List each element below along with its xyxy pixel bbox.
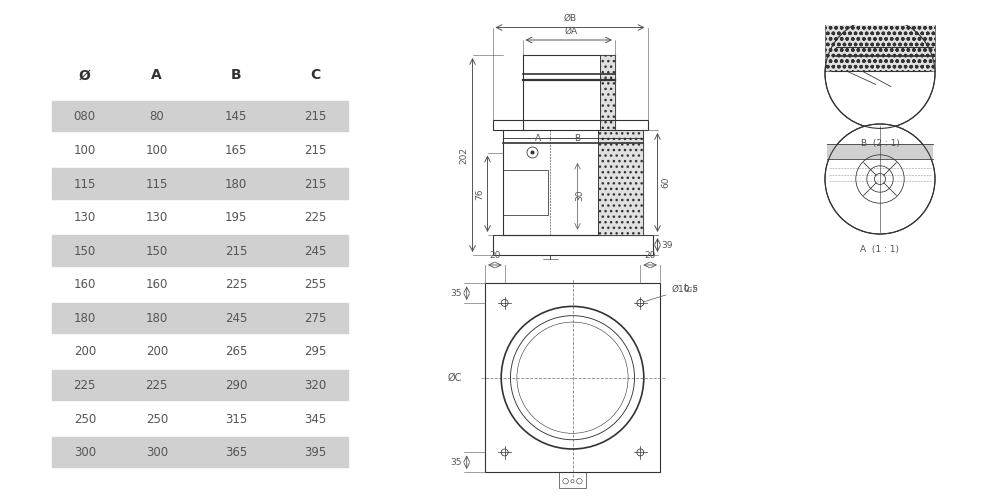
Circle shape <box>825 124 935 234</box>
Text: 115: 115 <box>146 178 168 190</box>
Bar <box>503 170 548 215</box>
Bar <box>559 472 586 488</box>
Text: 345: 345 <box>304 412 326 426</box>
Text: 245: 245 <box>225 312 247 325</box>
Text: 295: 295 <box>304 346 326 358</box>
Text: A: A <box>534 134 541 143</box>
Text: 160: 160 <box>146 278 168 291</box>
Bar <box>492 120 648 130</box>
Circle shape <box>825 18 935 128</box>
Text: 150: 150 <box>74 244 96 258</box>
Text: A  (1 : 1): A (1 : 1) <box>860 245 900 254</box>
Text: 200: 200 <box>74 346 96 358</box>
Text: 250: 250 <box>146 412 168 426</box>
Circle shape <box>530 150 534 154</box>
Text: 180: 180 <box>74 312 96 325</box>
Text: 250: 250 <box>74 412 96 426</box>
Text: 245: 245 <box>304 244 326 258</box>
Bar <box>598 130 642 235</box>
Text: 265: 265 <box>225 346 247 358</box>
Text: B: B <box>231 68 241 82</box>
Text: 20: 20 <box>644 252 656 260</box>
Bar <box>827 144 933 159</box>
Text: 215: 215 <box>304 178 326 190</box>
Text: 100: 100 <box>146 144 168 157</box>
Text: 080: 080 <box>74 110 96 124</box>
Bar <box>52 168 348 198</box>
Bar <box>492 235 652 255</box>
Text: 300: 300 <box>146 446 168 459</box>
Text: Ø: Ø <box>79 68 91 82</box>
Text: 215: 215 <box>225 244 247 258</box>
Text: 180: 180 <box>225 178 247 190</box>
Text: 35: 35 <box>451 288 462 298</box>
Text: 365: 365 <box>225 446 247 459</box>
Text: A: A <box>151 68 162 82</box>
Text: ØC: ØC <box>448 372 462 382</box>
Text: 35: 35 <box>451 458 462 466</box>
Text: 180: 180 <box>146 312 168 325</box>
Text: ØA: ØA <box>565 27 578 36</box>
Text: 115: 115 <box>74 178 96 190</box>
Text: 195: 195 <box>225 211 247 224</box>
Text: 315: 315 <box>225 412 247 426</box>
Text: 150: 150 <box>146 244 168 258</box>
Text: 300: 300 <box>74 446 96 459</box>
Text: 215: 215 <box>304 144 326 157</box>
Text: Ø10.5: Ø10.5 <box>643 284 699 302</box>
Text: 200: 200 <box>146 346 168 358</box>
Text: 165: 165 <box>225 144 247 157</box>
Bar <box>52 236 348 266</box>
Text: 39: 39 <box>661 240 673 250</box>
Text: B  (2 : 1): B (2 : 1) <box>861 140 899 148</box>
Text: 225: 225 <box>146 379 168 392</box>
Text: 320: 320 <box>304 379 326 392</box>
Text: 20: 20 <box>489 252 501 260</box>
Text: 215: 215 <box>304 110 326 124</box>
Bar <box>52 101 348 132</box>
Text: 60: 60 <box>661 177 670 188</box>
Bar <box>485 284 660 472</box>
Text: 225: 225 <box>225 278 247 291</box>
Text: B: B <box>574 134 581 143</box>
Text: t$_{GP}$: t$_{GP}$ <box>683 281 698 295</box>
Text: 80: 80 <box>149 110 164 124</box>
Bar <box>52 302 348 333</box>
Text: 130: 130 <box>146 211 168 224</box>
Text: 290: 290 <box>225 379 247 392</box>
Text: 130: 130 <box>74 211 96 224</box>
Text: 225: 225 <box>304 211 326 224</box>
Text: 275: 275 <box>304 312 326 325</box>
Text: 202: 202 <box>460 146 469 164</box>
Bar <box>52 437 348 467</box>
Text: 30: 30 <box>576 189 584 200</box>
Text: C: C <box>310 68 320 82</box>
Text: 100: 100 <box>74 144 96 157</box>
Text: 255: 255 <box>304 278 326 291</box>
Text: 395: 395 <box>304 446 326 459</box>
Bar <box>600 55 615 130</box>
Text: ØB: ØB <box>563 14 577 22</box>
Text: 225: 225 <box>74 379 96 392</box>
Text: 145: 145 <box>225 110 247 124</box>
Text: 160: 160 <box>74 278 96 291</box>
Text: 76: 76 <box>475 188 484 200</box>
Bar <box>825 18 935 71</box>
Bar <box>52 370 348 400</box>
